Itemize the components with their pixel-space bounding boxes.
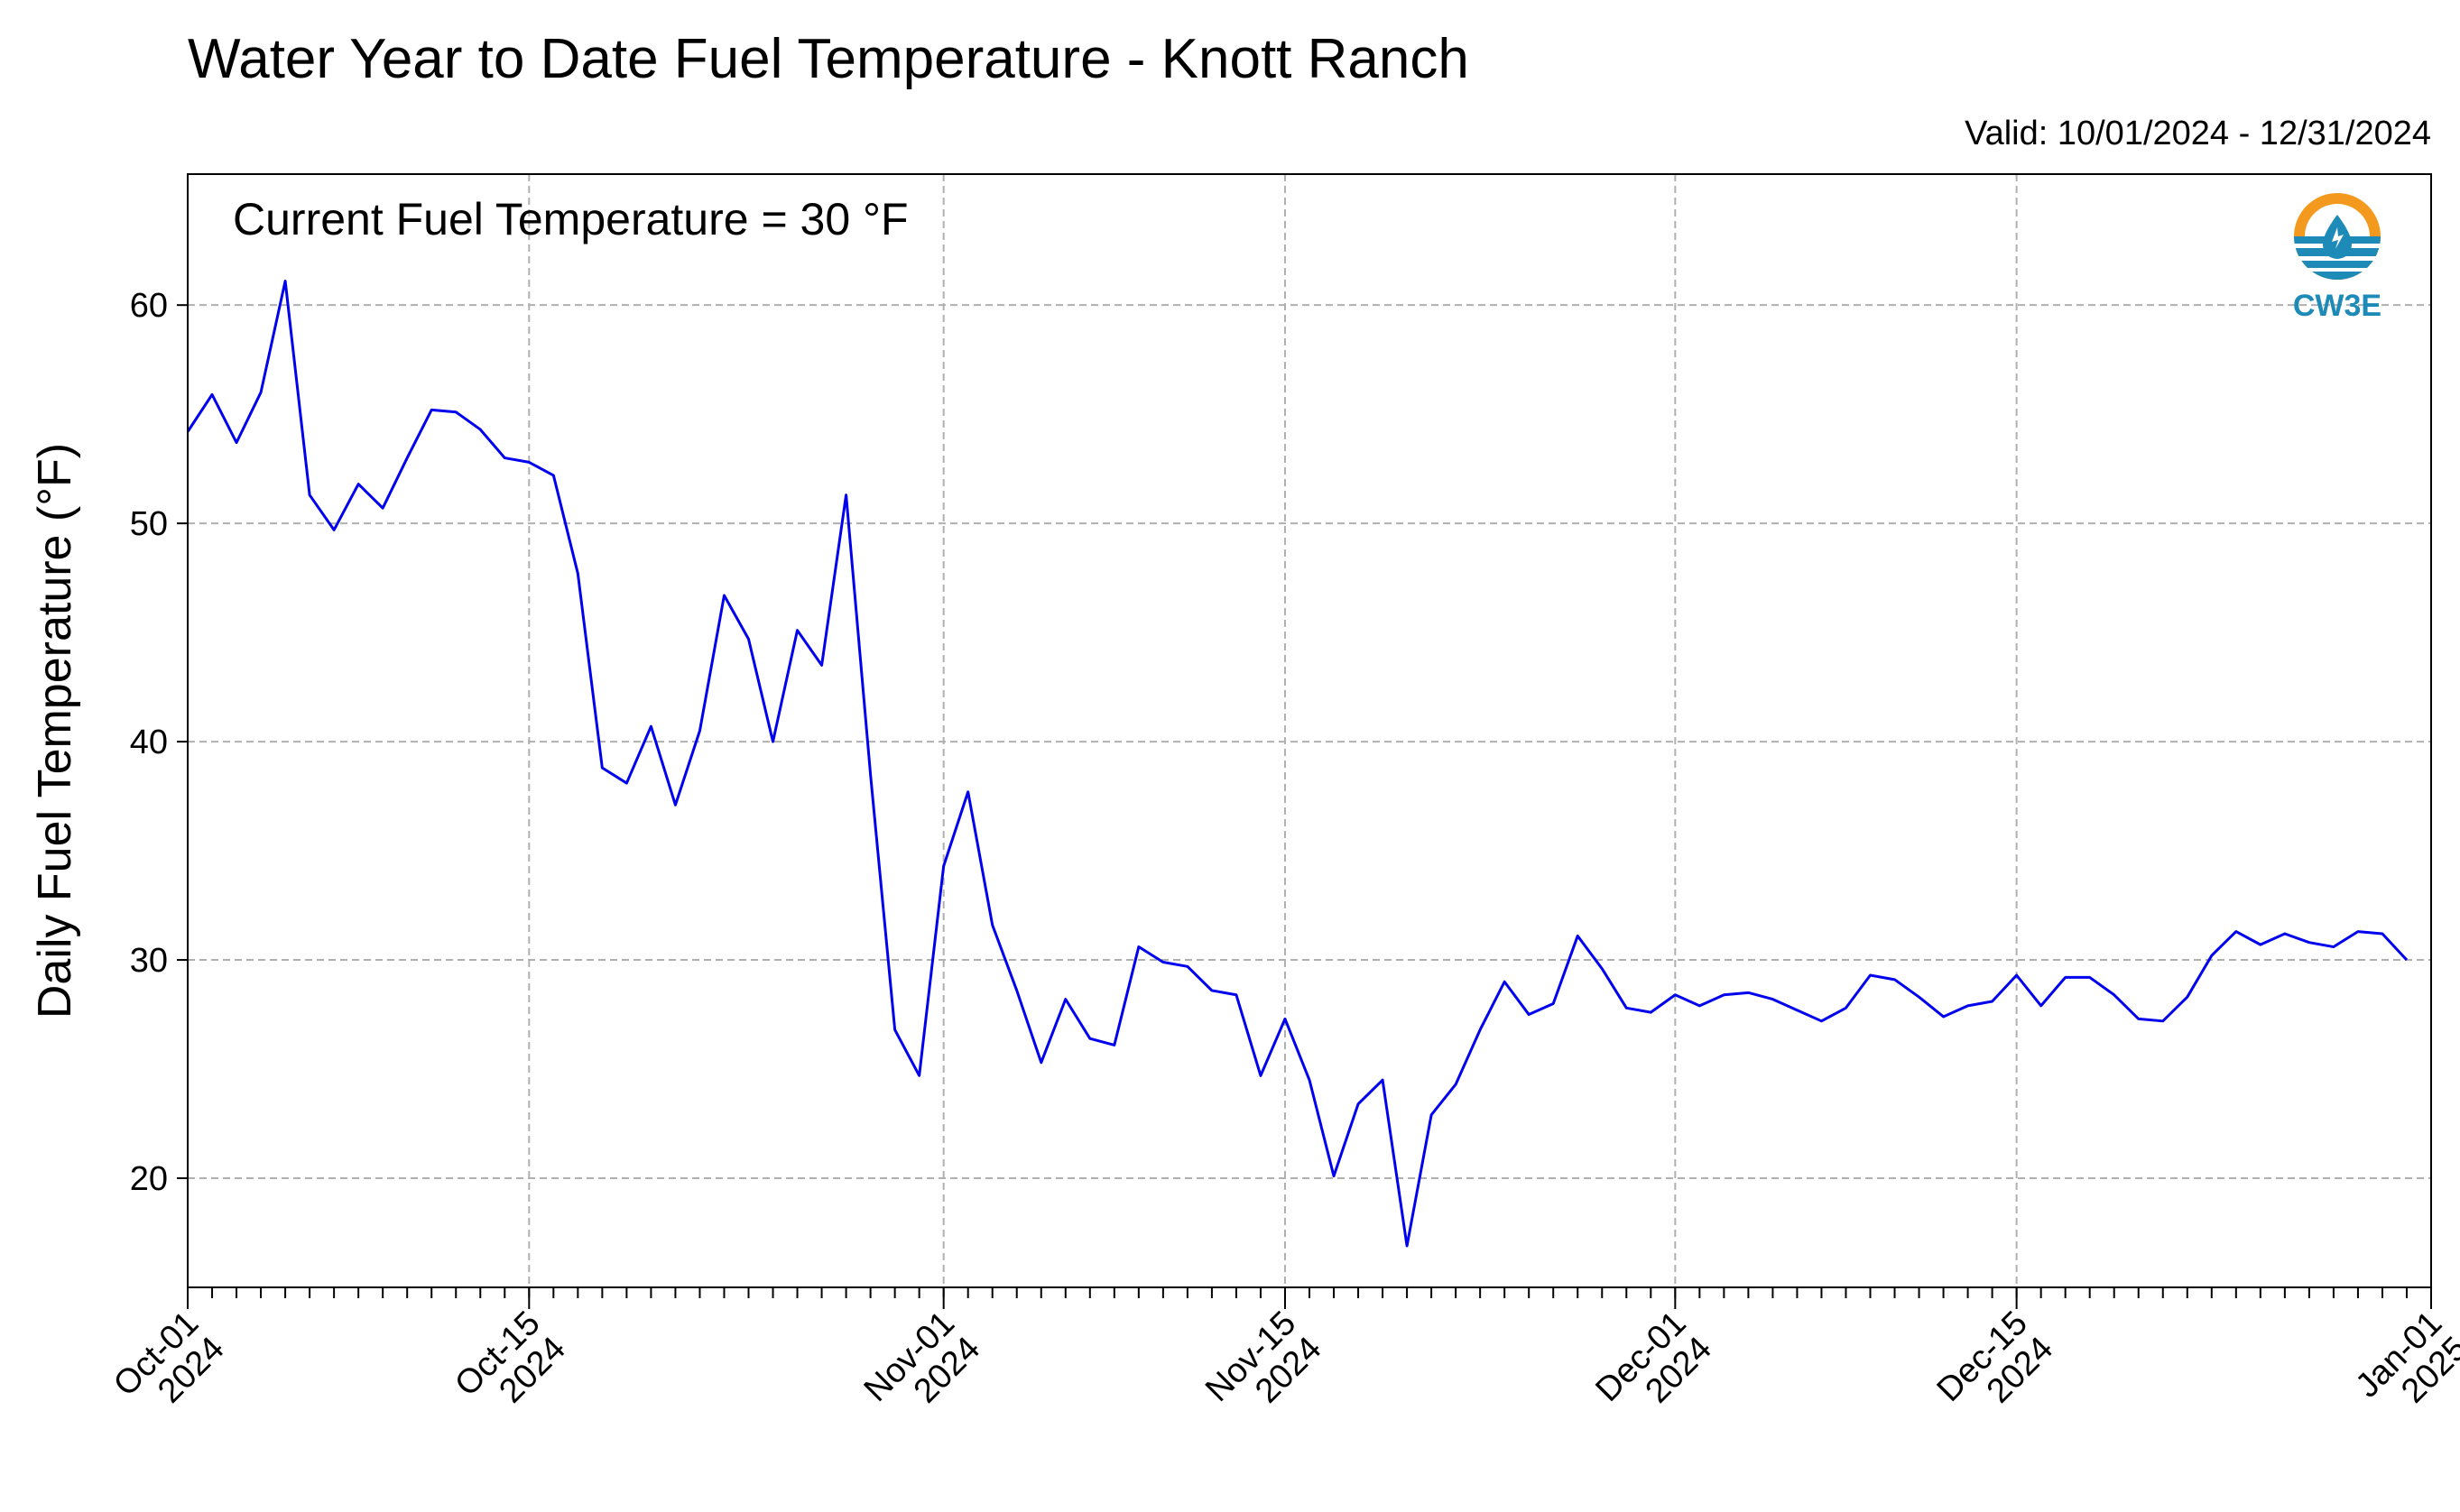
x-tick-label: Dec-152024 — [1930, 1305, 2061, 1435]
x-tick-label-text: Nov-012024 — [857, 1305, 988, 1435]
y-axis: 20 30 40 50 60 — [130, 287, 188, 1198]
x-tick-label: Nov-012024 — [857, 1305, 988, 1435]
fuel-temperature-line — [186, 280, 2409, 1248]
x-tick-label: Nov-152024 — [1198, 1305, 1329, 1435]
y-tick-label: 60 — [130, 287, 168, 325]
y-tick-label: 20 — [130, 1160, 168, 1198]
y-tick-label: 30 — [130, 942, 168, 980]
grid — [187, 174, 2432, 1287]
x-tick-label-text: Oct-012024 — [106, 1305, 232, 1430]
cw3e-logo-text: CW3E — [2293, 289, 2381, 323]
chart-title: Water Year to Date Fuel Temperature - Kn… — [188, 28, 1469, 90]
x-tick-label-text: Nov-152024 — [1198, 1305, 1329, 1435]
x-tick-label: Oct-152024 — [448, 1305, 573, 1430]
x-tick-label-text: Dec-152024 — [1930, 1305, 2061, 1435]
y-axis-label: Daily Fuel Temperature (°F) — [29, 443, 81, 1019]
x-tick-label-text: Dec-012024 — [1588, 1305, 1719, 1435]
x-axis: Oct-012024 Oct-152024 Nov-012024 Nov-152024… — [106, 1287, 2460, 1435]
plot-frame — [187, 173, 2432, 1288]
current-fuel-temperature-annotation: Current Fuel Temperature = 30 °F — [233, 194, 909, 244]
x-tick-label-text: Jan-012025 — [2348, 1305, 2460, 1431]
x-tick-label: Jan-012025 — [2348, 1305, 2460, 1431]
x-tick-label-text: Oct-152024 — [448, 1305, 573, 1430]
series-layer — [186, 280, 2409, 1248]
valid-date-range: Valid: 10/01/2024 - 12/31/2024 — [1965, 115, 2431, 152]
cw3e-logo-icon — [2294, 193, 2381, 280]
x-tick-label: Oct-012024 — [106, 1305, 232, 1430]
x-tick-label: Dec-012024 — [1588, 1305, 1719, 1435]
y-tick-label: 50 — [130, 505, 168, 543]
y-tick-label: 40 — [130, 724, 168, 761]
